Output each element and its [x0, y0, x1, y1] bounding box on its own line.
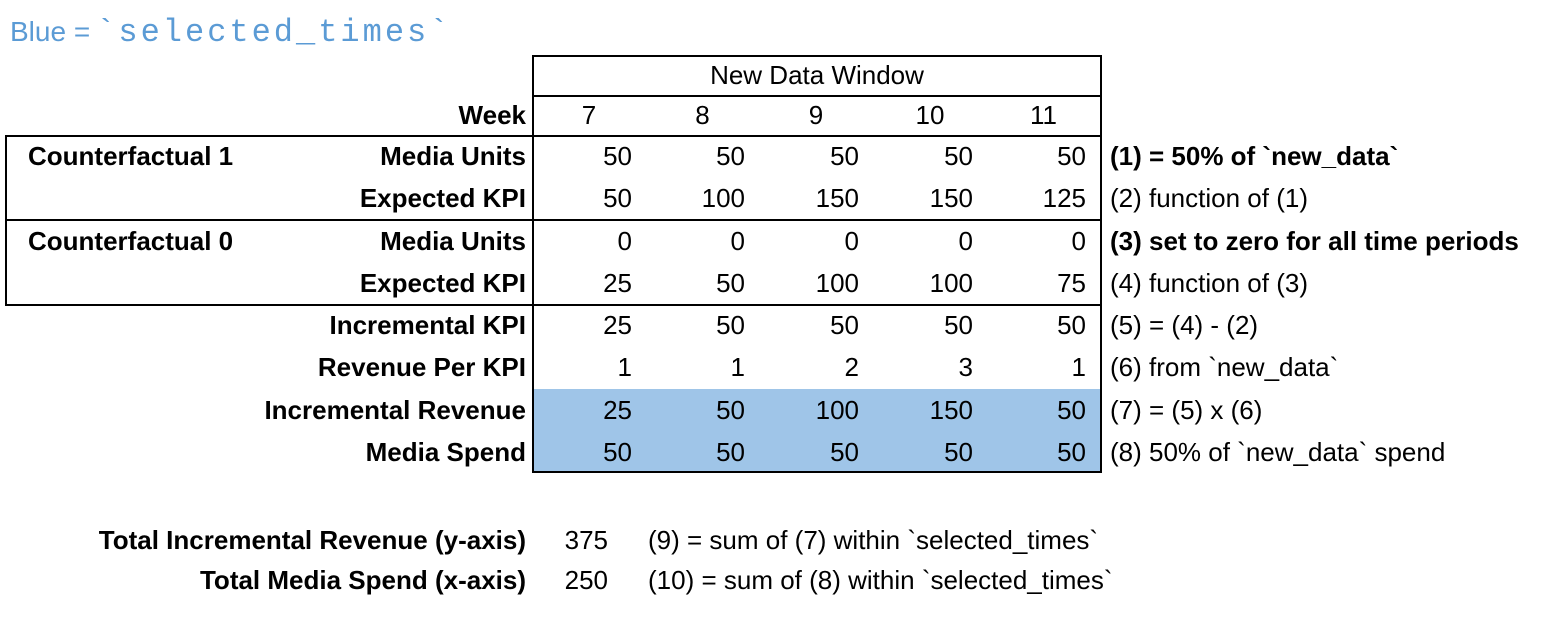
table-cell-highlighted: 25	[603, 395, 632, 425]
table-cell: 50	[603, 141, 632, 171]
table-cell: 50	[603, 183, 632, 213]
table-cell: 0	[617, 226, 632, 256]
week-cell: 10	[915, 100, 945, 130]
table-cell-highlighted: 50	[944, 437, 973, 467]
table-cell: 50	[716, 141, 745, 171]
row-label: Expected KPI	[359, 183, 526, 213]
table-cell: 0	[730, 226, 745, 256]
week-label: Week	[458, 100, 526, 130]
group-label-counterfactual-0: Counterfactual 0	[28, 226, 234, 256]
table-cell: 0	[844, 226, 859, 256]
total-note: (9) = sum of (7) within `selected_times`	[648, 525, 1099, 555]
table-cell: 50	[1057, 310, 1086, 340]
legend-code: `selected_times`	[96, 14, 452, 51]
row-label: Media Units	[380, 141, 526, 171]
table-cell: 50	[830, 141, 859, 171]
table-cell: 150	[815, 183, 859, 213]
table-border-under-counterfactual-0	[5, 304, 1102, 306]
table-cell: 1	[1071, 352, 1086, 382]
table-border-left	[532, 55, 534, 473]
selected-times-highlight	[534, 389, 1100, 471]
table-cell: 2	[844, 352, 859, 382]
table-cell: 75	[1057, 268, 1086, 298]
table-border-top	[532, 55, 1102, 57]
total-value: 375	[564, 525, 608, 555]
row-label: Incremental KPI	[329, 310, 526, 340]
table-border-bottom	[532, 471, 1102, 473]
row-note: (5) = (4) - (2)	[1110, 310, 1259, 340]
row-note: (1) = 50% of `new_data`	[1110, 141, 1399, 171]
total-note: (10) = sum of (8) within `selected_times…	[648, 565, 1113, 595]
table-cell-highlighted: 50	[830, 437, 859, 467]
table-cell-highlighted: 150	[929, 395, 973, 425]
table-cell: 25	[603, 268, 632, 298]
window-header: New Data Window	[710, 60, 924, 90]
table-border-right	[1100, 55, 1102, 473]
total-value: 250	[564, 565, 608, 595]
total-label: Total Incremental Revenue (y-axis)	[98, 525, 526, 555]
week-cell: 8	[695, 100, 710, 130]
group-label-counterfactual-1: Counterfactual 1	[28, 141, 234, 171]
row-note: (6) from `new_data`	[1110, 352, 1339, 382]
table-cell: 50	[1057, 141, 1086, 171]
table-cell-highlighted: 50	[603, 437, 632, 467]
table-cell: 25	[603, 310, 632, 340]
table-cell: 0	[958, 226, 973, 256]
legend-note: Blue = `selected_times`	[10, 12, 451, 53]
table-cell-highlighted: 50	[1057, 437, 1086, 467]
row-label: Expected KPI	[359, 268, 526, 298]
table-cell: 50	[944, 141, 973, 171]
total-label: Total Media Spend (x-axis)	[199, 565, 526, 595]
week-cell: 11	[1030, 100, 1057, 130]
table-cell-highlighted: 50	[1057, 395, 1086, 425]
counterfactual-box-left-border	[5, 135, 7, 306]
table-cell: 100	[929, 268, 973, 298]
table-cell: 0	[1071, 226, 1086, 256]
row-note: (4) function of (3)	[1110, 268, 1308, 298]
table-cell: 50	[716, 310, 745, 340]
legend-prefix: Blue =	[10, 16, 91, 47]
week-cell: 7	[581, 100, 597, 130]
week-cell: 9	[808, 100, 824, 130]
table-border-under-header	[532, 95, 1102, 97]
row-note: (7) = (5) x (6)	[1110, 395, 1263, 425]
row-label: Media Units	[380, 226, 526, 256]
table-cell-highlighted: 50	[716, 437, 745, 467]
table-border-between-counterfactuals	[5, 219, 1102, 221]
table-cell: 100	[815, 268, 859, 298]
row-label: Revenue Per KPI	[317, 352, 526, 382]
table-cell: 150	[929, 183, 973, 213]
table-cell: 50	[716, 268, 745, 298]
row-label: Incremental Revenue	[264, 395, 526, 425]
table-cell: 1	[730, 352, 745, 382]
table-cell-highlighted: 50	[716, 395, 745, 425]
table-cell: 125	[1042, 183, 1086, 213]
table-cell: 1	[617, 352, 632, 382]
table-cell: 3	[958, 352, 973, 382]
row-label: Media Spend	[365, 437, 526, 467]
table-cell: 50	[944, 310, 973, 340]
table-cell-highlighted: 100	[815, 395, 859, 425]
row-note: (3) set to zero for all time periods	[1110, 226, 1519, 256]
row-note: (2) function of (1)	[1110, 183, 1308, 213]
table-cell: 100	[701, 183, 745, 213]
row-note: (8) 50% of `new_data` spend	[1110, 437, 1446, 467]
table-cell: 50	[830, 310, 859, 340]
table-border-under-week	[5, 135, 1102, 137]
